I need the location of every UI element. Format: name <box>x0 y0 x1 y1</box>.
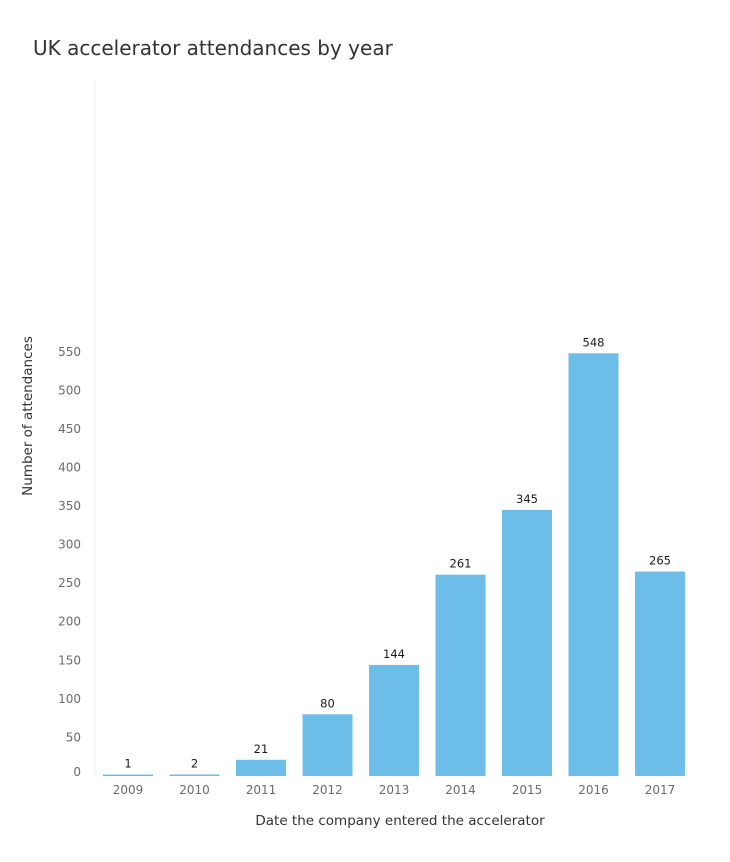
data-label-2012: 80 <box>320 696 335 710</box>
bar-2017 <box>635 571 685 776</box>
bar-2009 <box>103 774 153 776</box>
y-axis-title: Number of attendances <box>20 336 36 496</box>
x-tick-label: 2015 <box>512 783 543 797</box>
x-tick-label: 2010 <box>179 783 210 797</box>
bar-2012 <box>302 714 353 776</box>
y-tick-label: 50 <box>66 730 81 744</box>
data-label-2010: 2 <box>191 756 198 770</box>
data-labels-group: 1 2 21 80 144 261 345 548 265 <box>124 335 671 770</box>
data-label-2016: 548 <box>583 335 605 349</box>
y-axis-ticks: 0 50 100 150 200 250 300 350 400 450 500 550 <box>58 345 81 779</box>
x-tick-label: 2011 <box>246 783 277 797</box>
x-tick-label: 2017 <box>645 783 676 797</box>
y-tick-label: 0 <box>73 765 81 779</box>
data-label-2011: 21 <box>254 742 269 756</box>
data-label-2009: 1 <box>124 757 131 771</box>
chart-title: UK accelerator attendances by year <box>33 36 393 60</box>
bars-group <box>103 353 685 776</box>
y-tick-label: 450 <box>58 422 81 436</box>
x-tick-label: 2016 <box>578 783 609 797</box>
data-label-2014: 261 <box>450 557 472 571</box>
x-axis-ticks: 2009 2010 2011 2012 2013 2014 2015 2016 2017 <box>113 783 676 797</box>
y-tick-label: 350 <box>58 499 81 513</box>
bar-2016 <box>568 353 619 776</box>
data-label-2017: 265 <box>649 554 671 568</box>
data-label-2013: 144 <box>383 647 405 661</box>
y-tick-label: 100 <box>58 692 81 706</box>
bar-2015 <box>502 509 552 776</box>
x-tick-label: 2014 <box>445 783 476 797</box>
y-tick-label: 500 <box>58 383 81 397</box>
y-tick-label: 550 <box>58 345 81 359</box>
y-tick-label: 250 <box>58 576 81 590</box>
bar-2010 <box>169 774 220 776</box>
y-tick-label: 400 <box>58 460 81 474</box>
x-tick-label: 2013 <box>379 783 410 797</box>
bar-2013 <box>369 664 419 776</box>
bar-2011 <box>236 759 286 776</box>
x-axis-title: Date the company entered the accelerator <box>255 813 545 829</box>
data-label-2015: 345 <box>516 492 538 506</box>
x-tick-label: 2009 <box>113 783 144 797</box>
y-tick-label: 300 <box>58 538 81 552</box>
bar-2014 <box>435 574 486 776</box>
x-tick-label: 2012 <box>312 783 343 797</box>
y-tick-label: 150 <box>58 653 81 667</box>
y-tick-label: 200 <box>58 615 81 629</box>
